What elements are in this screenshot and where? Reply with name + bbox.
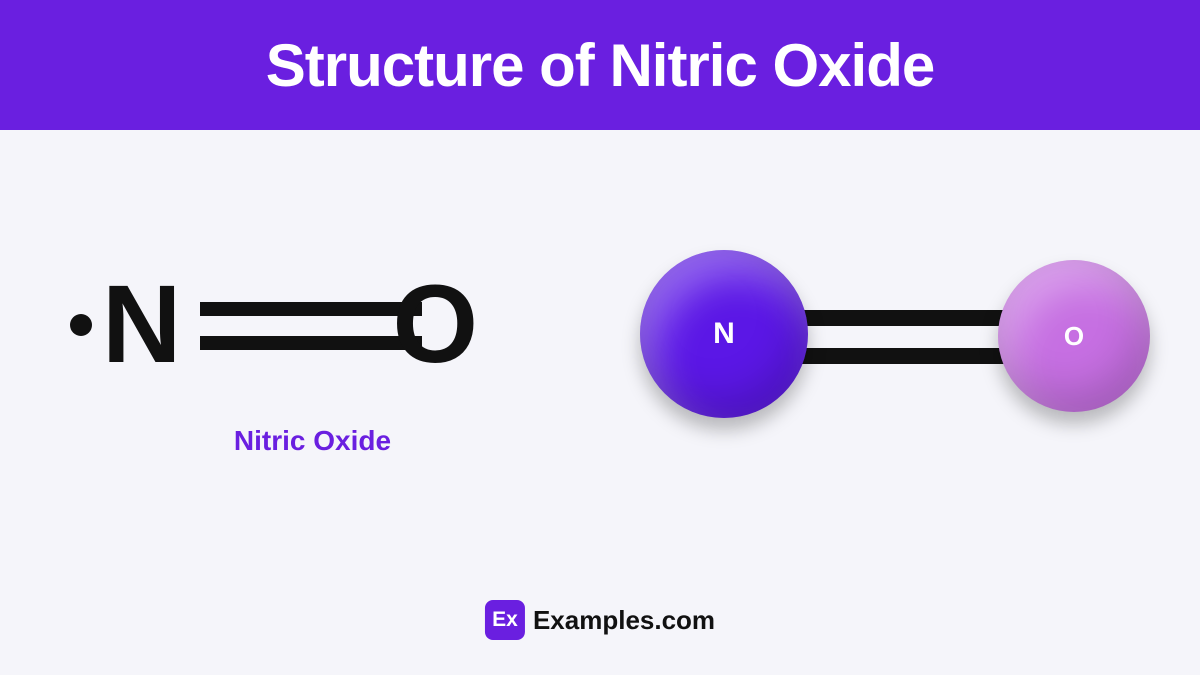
lewis-double-bond xyxy=(200,302,422,350)
model-bond-bar-bottom xyxy=(790,348,1015,364)
lewis-row: N O xyxy=(70,260,530,390)
lewis-bond-bar-top xyxy=(200,302,422,316)
atom-oxygen-label: O xyxy=(1064,321,1084,352)
lewis-nitrogen-letter: N xyxy=(102,270,177,380)
lewis-label: Nitric Oxide xyxy=(95,425,530,457)
atom-nitrogen-label: N xyxy=(713,317,735,351)
ball-model: N O xyxy=(640,240,1160,480)
brand-badge: Ex xyxy=(485,600,525,640)
lone-electron-dot xyxy=(70,314,92,336)
lewis-structure: N O Nitric Oxide xyxy=(70,260,530,480)
atom-nitrogen: N xyxy=(640,250,808,418)
lewis-bond-bar-bottom xyxy=(200,336,422,350)
page-title: Structure of Nitric Oxide xyxy=(266,31,934,100)
atom-oxygen: O xyxy=(998,260,1150,412)
lewis-oxygen-letter: O xyxy=(392,270,474,380)
model-double-bond xyxy=(790,310,1015,364)
body-area: N O Nitric Oxide N O Ex xyxy=(0,130,1200,675)
header-band: Structure of Nitric Oxide xyxy=(0,0,1200,130)
page: Structure of Nitric Oxide N O Nitric Oxi… xyxy=(0,0,1200,675)
brand: Ex Examples.com xyxy=(485,600,715,640)
brand-site-text: Examples.com xyxy=(533,605,715,636)
model-bond-bar-top xyxy=(790,310,1015,326)
